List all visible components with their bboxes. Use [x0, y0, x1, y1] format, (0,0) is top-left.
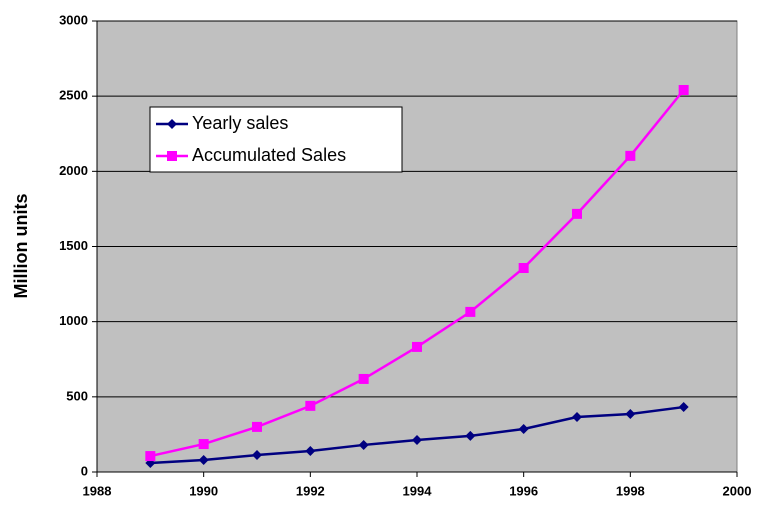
marker: [412, 434, 422, 445]
y-tick-label: 1500: [59, 238, 88, 253]
marker: [252, 421, 262, 432]
marker: [625, 408, 636, 419]
x-tick-label: 2000: [723, 483, 752, 498]
marker: [167, 119, 177, 129]
marker: [358, 439, 369, 450]
marker: [518, 262, 529, 273]
marker: [252, 450, 262, 461]
legend-label: Accumulated Sales: [192, 145, 346, 165]
legend-box: [149, 106, 403, 173]
x-tick-label: 1996: [509, 483, 538, 498]
marker: [678, 85, 689, 96]
x-tick-label: 1994: [403, 483, 433, 498]
y-tick-label: 500: [66, 388, 88, 403]
marker: [518, 424, 529, 435]
marker: [198, 454, 209, 465]
marker: [625, 150, 636, 161]
marker: [198, 439, 209, 450]
marker: [305, 445, 316, 456]
x-tick-label: 1990: [189, 483, 218, 498]
y-tick-label: 2500: [59, 88, 88, 103]
marker: [358, 373, 369, 384]
y-tick-label: 1000: [59, 313, 88, 328]
y-tick-label: 3000: [59, 12, 88, 27]
marker: [465, 430, 476, 441]
marker: [572, 208, 582, 219]
y-tick-label: 0: [81, 463, 88, 478]
marker: [167, 151, 177, 161]
marker: [572, 411, 582, 422]
x-tick-label: 1988: [83, 483, 112, 498]
x-tick-label: 1998: [616, 483, 645, 498]
marker: [465, 306, 476, 317]
marker: [145, 451, 156, 462]
y-tick-label: 2000: [59, 163, 88, 178]
x-tick-label: 1992: [296, 483, 325, 498]
y-axis-label: Million units: [11, 194, 31, 299]
marker: [412, 341, 422, 352]
legend-label: Yearly sales: [192, 113, 288, 133]
marker: [305, 400, 316, 411]
marker: [678, 402, 689, 413]
